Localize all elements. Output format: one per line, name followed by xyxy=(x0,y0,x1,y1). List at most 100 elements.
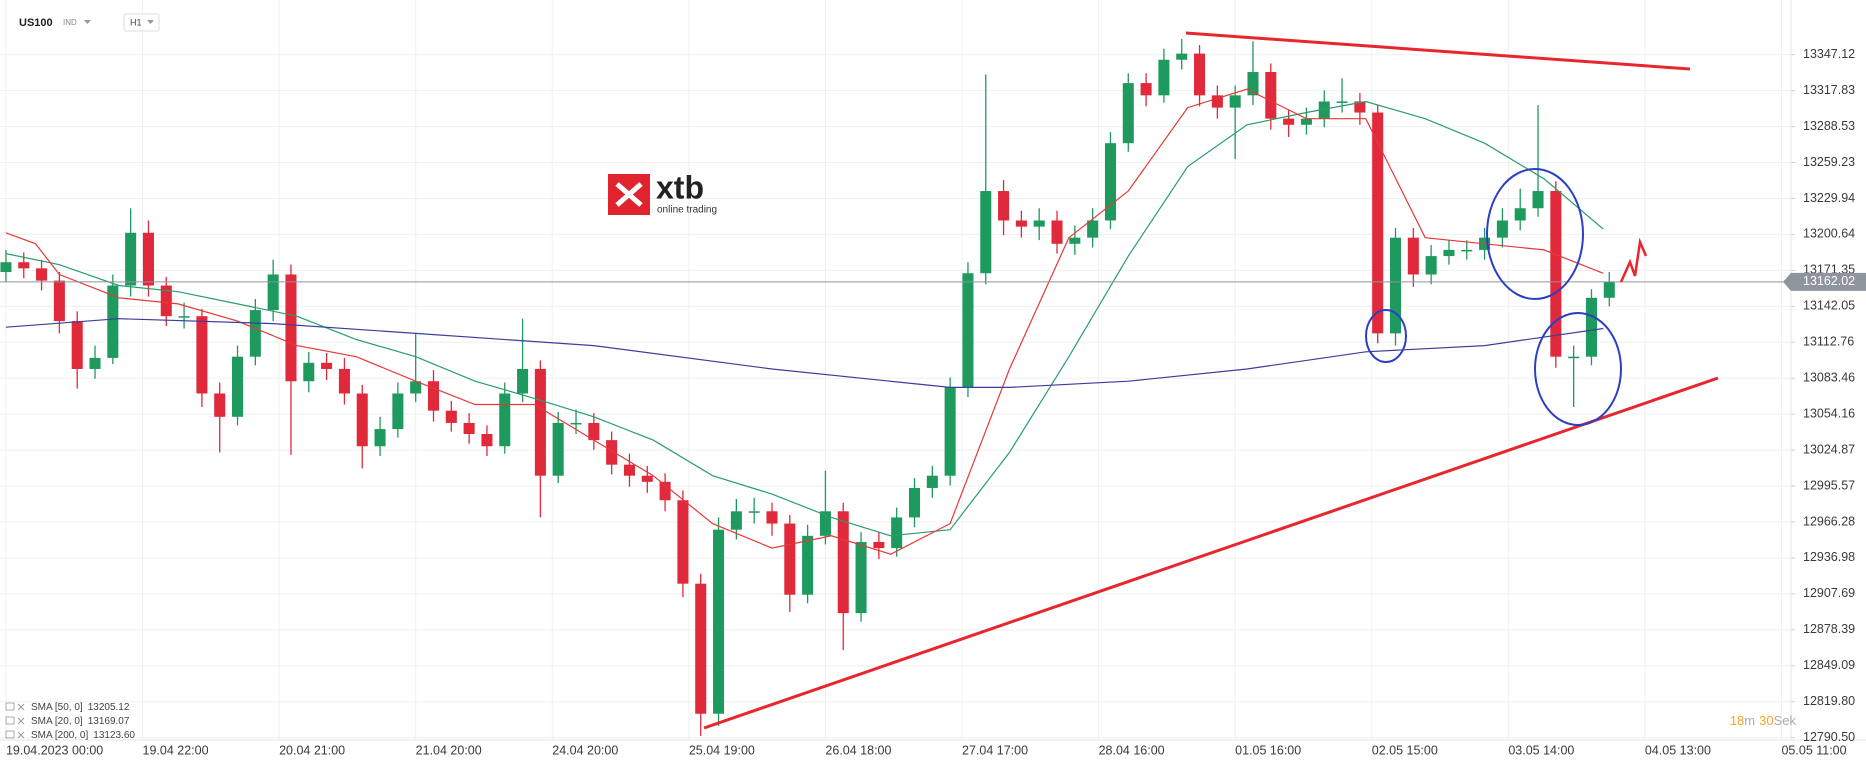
candle-body xyxy=(1069,237,1081,244)
candle-body xyxy=(1247,72,1259,96)
legend-close[interactable] xyxy=(17,717,25,725)
timeframe-box[interactable] xyxy=(123,13,160,32)
candle-body xyxy=(980,191,992,274)
candle-body xyxy=(802,535,814,595)
candle-body xyxy=(232,356,244,417)
price-label-box xyxy=(1783,272,1866,291)
candle-body xyxy=(1033,220,1045,227)
candle-body xyxy=(1229,95,1241,108)
countdown-unit: m xyxy=(1744,713,1755,728)
candle-body xyxy=(552,422,564,476)
candle-body xyxy=(873,541,885,549)
candle-body xyxy=(142,232,154,286)
dropdown-caret[interactable] xyxy=(147,20,154,24)
y-tick-label: 13024.87 xyxy=(1803,442,1855,456)
candle-body xyxy=(1015,220,1027,227)
y-tick-label: 13200.64 xyxy=(1803,227,1855,241)
candle-body xyxy=(730,511,742,530)
candle-body xyxy=(1550,191,1562,357)
x-tick-label: 26.04 18:00 xyxy=(825,743,891,757)
y-tick-label: 12966.28 xyxy=(1803,514,1855,528)
candle-body xyxy=(534,368,546,476)
countdown-minutes: 18 xyxy=(1730,713,1744,728)
x-tick-label: 27.04 17:00 xyxy=(962,743,1028,757)
candle-body xyxy=(1532,191,1544,209)
candle-body xyxy=(1194,53,1206,96)
candle-body xyxy=(410,381,422,394)
y-tick-label: 12907.69 xyxy=(1803,586,1855,600)
candle-body xyxy=(1407,237,1419,275)
line-layer: 13162.02 xyxy=(0,88,1866,555)
candle-body xyxy=(695,583,707,714)
y-tick-label: 12790.50 xyxy=(1803,730,1855,744)
candle-body xyxy=(1158,59,1170,96)
candle-body xyxy=(570,422,582,425)
legend-icon xyxy=(5,730,15,739)
x-tick-label: 21.04 20:00 xyxy=(416,743,482,757)
legend-entry: SMA [20, 0] 13169.07 xyxy=(31,716,130,727)
logo-x xyxy=(615,182,643,207)
legend-value: 13169.07 xyxy=(88,716,130,727)
y-tick-label: 13259.23 xyxy=(1803,155,1855,169)
candle-body xyxy=(267,274,279,311)
candle-body xyxy=(588,422,600,441)
candle-body xyxy=(908,487,921,518)
candle-body xyxy=(178,316,190,318)
legend-entry: SMA [50, 0] 13205.12 xyxy=(31,702,130,713)
candle-body xyxy=(926,475,938,488)
candle-body xyxy=(392,393,404,430)
candle-body xyxy=(71,321,83,369)
y-tick-label: 13347.12 xyxy=(1803,47,1855,61)
sma-line xyxy=(5,318,1604,388)
candle-body xyxy=(677,500,689,584)
candle-body xyxy=(837,511,849,614)
candle-body xyxy=(517,368,529,394)
candle-body xyxy=(463,422,475,434)
candle-body xyxy=(53,280,65,322)
dropdown-caret[interactable] xyxy=(84,20,91,24)
candle-body xyxy=(998,191,1010,221)
candle-body xyxy=(18,262,30,269)
timeframe[interactable]: H1 xyxy=(130,17,142,27)
y-tick-label: 12995.57 xyxy=(1803,478,1855,492)
candle-body xyxy=(160,285,172,317)
candle-body xyxy=(1514,208,1526,221)
candle-body xyxy=(1389,237,1402,334)
candle-body xyxy=(196,316,208,394)
candle-body xyxy=(1140,83,1152,96)
candle-body xyxy=(481,433,493,447)
y-tick-label: 13317.83 xyxy=(1803,83,1855,97)
market: IND xyxy=(63,18,77,27)
y-tick-label: 12819.80 xyxy=(1803,694,1855,708)
countdown: 18m 30Sek xyxy=(1730,713,1797,728)
sma-line xyxy=(5,88,1604,555)
candle-body xyxy=(1051,220,1063,244)
legend-close[interactable] xyxy=(17,703,25,711)
candle-body xyxy=(1443,249,1455,257)
candle-body xyxy=(107,285,119,358)
legend-icon xyxy=(5,716,15,725)
annotations xyxy=(703,31,1719,730)
price-label: 13162.02 xyxy=(1803,274,1855,288)
brand: xtb xyxy=(656,169,704,205)
candle-body xyxy=(1568,356,1580,359)
x-tick-label: 20.04 21:00 xyxy=(279,743,345,757)
x-tick-label: 03.05 14:00 xyxy=(1508,743,1574,757)
legend-close[interactable] xyxy=(17,731,25,739)
circle-annotation xyxy=(1534,312,1622,426)
legend-value: 13123.60 xyxy=(93,730,135,741)
candle-body xyxy=(606,440,618,465)
x-tick-label: 19.04 22:00 xyxy=(143,743,209,757)
candle-body xyxy=(1585,297,1597,357)
candle-body xyxy=(1461,249,1473,252)
candle-body xyxy=(855,541,867,614)
candle-body xyxy=(891,517,903,549)
candle-body xyxy=(321,362,333,369)
candle-body xyxy=(214,393,226,417)
symbol[interactable]: US100 xyxy=(19,17,53,29)
candle-body xyxy=(1372,112,1384,334)
candle-body xyxy=(748,511,760,513)
